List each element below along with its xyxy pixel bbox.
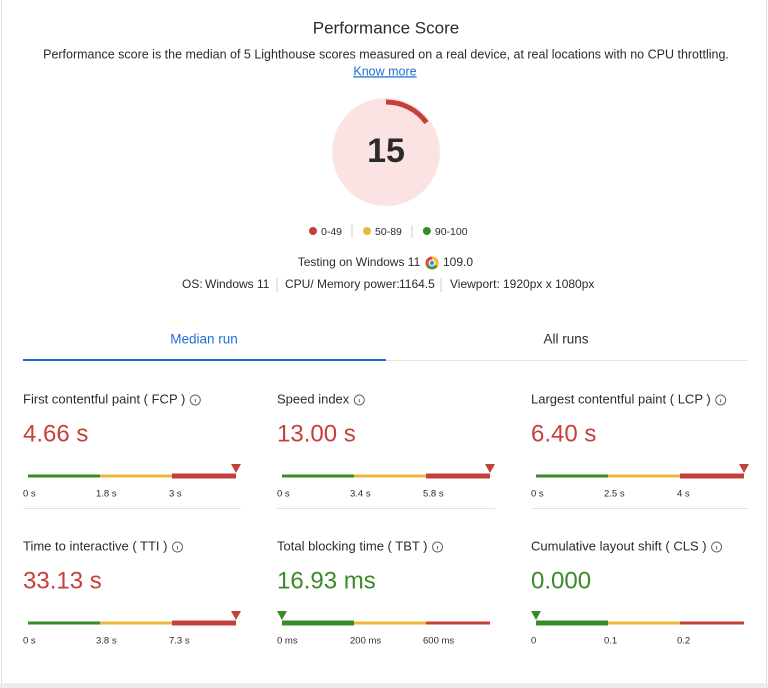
chrome-icon [425, 256, 439, 270]
scale-label: 600 ms [423, 636, 454, 647]
metric-value: 0.000 [531, 567, 591, 594]
browser-version: 109.0 [443, 255, 473, 269]
marker [485, 464, 495, 473]
title: Performance Score [313, 18, 459, 37]
scale-label: 0 s [277, 489, 290, 500]
marker [531, 611, 541, 620]
scale-label: 0 ms [277, 636, 298, 647]
scale-label: 200 ms [350, 636, 381, 647]
metric-name: First contentful paint ( FCP ) [23, 391, 185, 406]
metric-value: 4.66 s [23, 420, 88, 447]
legend-label: 0-49 [321, 226, 342, 238]
tab-all-runs[interactable]: All runs [543, 332, 588, 347]
metric-name: Largest contentful paint ( LCP ) [531, 391, 711, 406]
environment: OS: Windows 11 CPU/ Memory power: 1164.5… [182, 277, 594, 292]
score-value: 15 [367, 132, 405, 170]
metric-value: 33.13 s [23, 567, 102, 594]
know-more-link[interactable]: Know more [353, 64, 416, 78]
scale-label: 0 s [23, 636, 36, 647]
scale-label: 0 s [531, 489, 544, 500]
scale-label: 4 s [677, 489, 690, 500]
marker [277, 611, 287, 620]
cpu-label: CPU/ Memory power: [285, 277, 400, 291]
scale-label: 0 [531, 636, 536, 647]
cpu-value: 1164.5 [399, 277, 435, 291]
metric-name: Cumulative layout shift ( CLS ) [531, 538, 707, 553]
scale-label: 1.8 s [96, 489, 117, 500]
legend-dot [422, 227, 431, 235]
score-arc [385, 99, 429, 125]
os-value: Windows 11 [205, 277, 270, 291]
testing-label: Testing on Windows 11 [298, 255, 421, 269]
metric-name: Total blocking time ( TBT ) [277, 538, 428, 553]
scale-label: 7.3 s [169, 636, 190, 647]
legend-dot [363, 227, 372, 235]
marker [231, 611, 241, 620]
metric-value: 6.40 s [531, 420, 596, 447]
bottom-strip [0, 684, 768, 688]
info-icon [171, 541, 183, 553]
legend-label: 50-89 [375, 226, 402, 238]
scale-label: 0.2 [677, 636, 690, 647]
info-icon [432, 541, 444, 553]
viewport-value: 1920px x 1080px [503, 277, 594, 291]
scale-label: 2.5 s [604, 489, 625, 500]
metric-name: Speed index [277, 391, 350, 406]
scale-label: 3.8 s [96, 636, 117, 647]
score-ring [332, 98, 440, 206]
legend-label: 90-100 [435, 226, 468, 238]
viewport-label: Viewport: [450, 277, 500, 291]
metric-value: 13.00 s [277, 420, 356, 447]
scale-label: 0.1 [604, 636, 617, 647]
scale-label: 5.8 s [423, 489, 444, 500]
metric-value: 16.93 ms [277, 567, 376, 594]
info-icon [353, 394, 365, 406]
description: Performance score is the median of 5 Lig… [43, 47, 729, 61]
legend-dot [309, 227, 317, 235]
info-icon [711, 541, 723, 553]
info-icon [715, 394, 727, 406]
scale-label: 0 s [23, 489, 36, 500]
info-icon [189, 394, 201, 406]
metric-name: Time to interactive ( TTI ) [23, 538, 167, 553]
tab-median-run[interactable]: Median run [170, 332, 238, 347]
scale-label: 3.4 s [350, 489, 371, 500]
marker [231, 464, 241, 473]
marker [739, 464, 749, 473]
scale-label: 3 s [169, 489, 182, 500]
os-label: OS: [182, 277, 203, 291]
